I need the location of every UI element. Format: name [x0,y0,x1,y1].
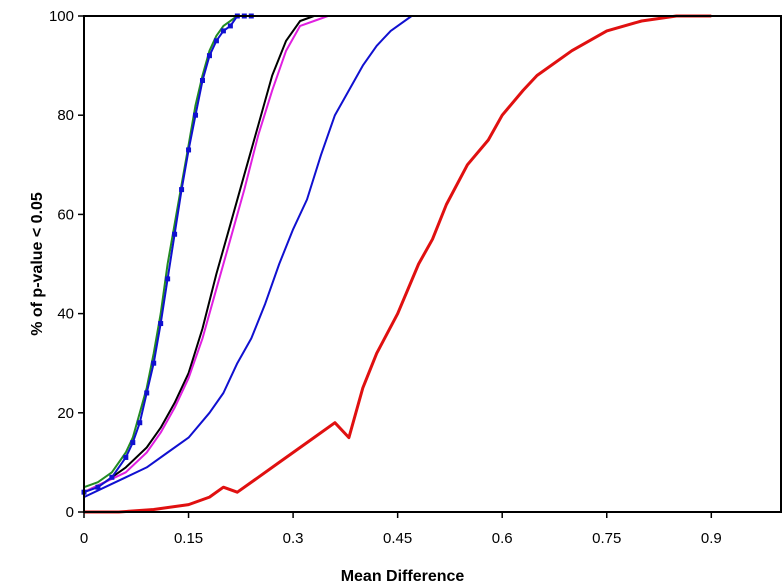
x-tick-label: 0.75 [592,530,621,547]
y-tick-label: 20 [57,405,74,422]
series-marker [144,390,150,396]
series-marker [172,231,178,237]
y-axis: 0 20 40 60 80 100 [49,8,84,521]
series-line-0 [84,14,712,514]
series-marker [151,360,157,366]
series-marker [158,321,164,327]
series-marker [95,484,101,490]
series-line-1 [83,15,781,499]
x-tick-label: 0 [80,530,88,547]
x-axis-label: Mean Difference [341,568,465,585]
series-marker [213,38,219,44]
y-tick-label: 60 [57,206,74,223]
series-marker [109,474,115,480]
series-line-5 [83,15,781,494]
x-tick-label: 0.6 [492,530,513,547]
series-marker [186,147,192,153]
y-tick-label: 80 [57,107,74,124]
series-marker [199,77,205,83]
x-axis: 0 0.15 0.3 0.45 0.6 0.75 0.9 [80,512,722,547]
y-tick-label: 100 [49,8,74,25]
series-marker [227,23,233,29]
series-marker [206,53,212,59]
y-tick-label: 40 [57,306,74,323]
series-marker [220,28,226,34]
series-group [81,13,781,514]
x-tick-label: 0.15 [174,530,203,547]
series-marker [130,440,136,446]
y-tick-label: 0 [66,504,74,521]
series-marker [193,112,199,118]
series-line-3 [83,15,329,494]
x-tick-label: 0.45 [383,530,412,547]
series-marker [123,454,129,460]
y-axis-label: % of p-value < 0.05 [29,192,46,336]
x-tick-label: 0.3 [283,530,304,547]
series-marker [165,276,171,282]
series-line-4 [83,15,252,489]
plot-frame [83,15,782,513]
series-line-2 [83,15,315,494]
series-marker [137,420,143,426]
x-tick-label: 0.9 [701,530,722,547]
series-marker [179,187,185,193]
